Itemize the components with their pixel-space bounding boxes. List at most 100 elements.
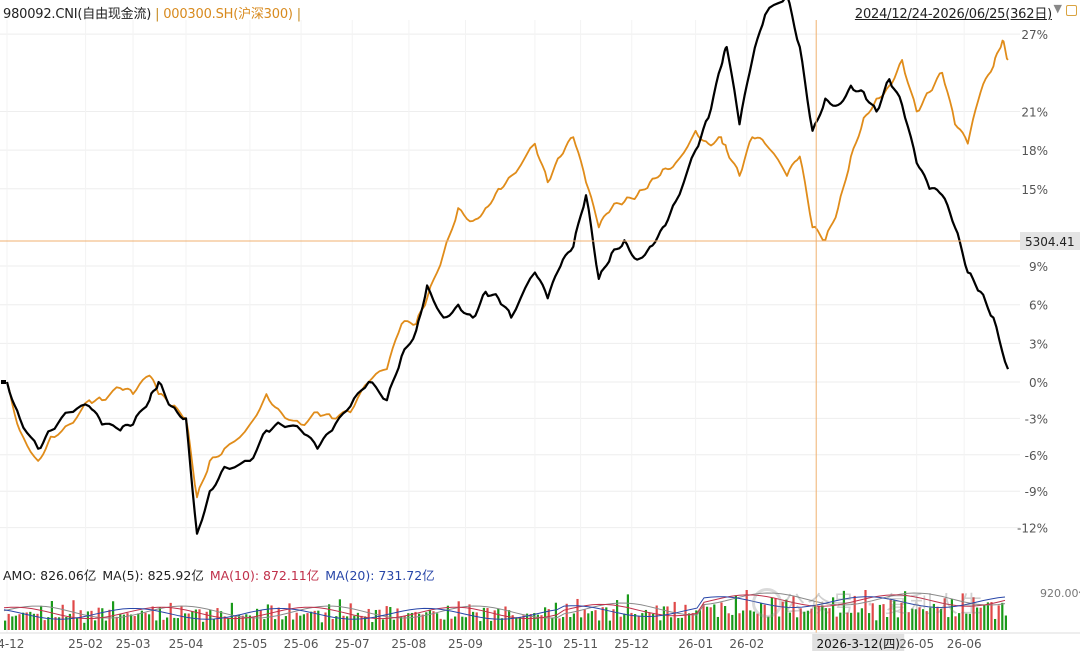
volume-bar (126, 613, 129, 630)
volume-bar (616, 600, 619, 630)
volume-bar (565, 603, 568, 630)
volume-bar (554, 602, 557, 630)
volume-bar (749, 610, 752, 630)
volume-bar (119, 614, 122, 630)
volume-bar (122, 614, 125, 630)
volume-bar (353, 615, 356, 630)
volume-bar (90, 610, 93, 630)
volume-bar (313, 610, 316, 630)
volume-bar (310, 611, 313, 630)
date-range-text[interactable]: 2024/12/24-2026/06/25(362日) (854, 7, 1052, 22)
volume-bar (601, 607, 604, 630)
volume-bar (238, 614, 241, 630)
volume-bar (11, 616, 14, 630)
x-tick-label: 25-11 (563, 637, 598, 651)
lock-icon[interactable] (1066, 5, 1077, 16)
y-tick-label: -6% (1025, 449, 1048, 463)
volume-bar (587, 613, 590, 630)
compare-index-label[interactable]: 000300.SH(沪深300) (163, 7, 293, 22)
volume-bar (328, 604, 331, 630)
volume-bar (976, 607, 979, 630)
volume-bar (382, 619, 385, 630)
y-tick-label: 18% (1021, 144, 1048, 158)
x-tick-label: 25-05 (233, 637, 268, 651)
y-tick-label: 9% (1029, 260, 1048, 274)
volume-bar (994, 618, 997, 630)
volume-bar (482, 607, 485, 630)
volume-bar (457, 601, 460, 630)
volume-bar (832, 597, 835, 630)
volume-bar (594, 610, 597, 630)
y-axis: 27% 21% 18% 15% 9% 6% 3% 0% -3% -6% -9% -12% (1017, 28, 1048, 535)
volume-bar (428, 609, 431, 630)
volume-bar (36, 613, 39, 630)
x-tick-label: 25-06 (284, 637, 319, 651)
volume-bar (785, 599, 788, 630)
volume-bar (947, 617, 950, 630)
y-tick-label: 3% (1029, 337, 1048, 351)
volume-bar (133, 615, 136, 630)
volume-bar (475, 612, 478, 630)
volume-bar (187, 613, 190, 630)
index-code[interactable]: 980092.CNI (3, 7, 78, 22)
volume-bar (486, 608, 489, 630)
volume-bar (691, 613, 694, 630)
volume-bar (634, 614, 637, 630)
caret-down-icon[interactable]: ▼ (1053, 2, 1062, 15)
index-name: (自由现金流) (77, 7, 152, 22)
volume-bar (364, 616, 367, 630)
y-tick-label: 15% (1021, 183, 1048, 197)
separator: | (296, 7, 301, 22)
volume-bar (803, 611, 806, 630)
volume-bar (940, 608, 943, 630)
volume-bar (410, 612, 413, 630)
x-tick-label: 25-09 (448, 637, 483, 651)
volume-bar (788, 612, 791, 630)
volume-bar (490, 620, 493, 630)
volume-bar (148, 614, 151, 630)
volume-bar (536, 614, 539, 630)
volume-bar (986, 602, 989, 630)
volume-bar (493, 610, 496, 630)
volume-bar (349, 603, 352, 630)
volume-bar (101, 608, 104, 630)
volume-bar (511, 615, 514, 630)
volume-bar (227, 618, 230, 630)
volume-bar (724, 606, 727, 630)
volume-bar (544, 607, 547, 630)
volume-bar (342, 615, 345, 630)
volume-bar (713, 604, 716, 630)
volume-bar (18, 614, 21, 630)
volume-bar (432, 611, 435, 630)
volume-bar (929, 607, 932, 630)
volume-bar (677, 618, 680, 630)
watermark: 公众号 · 复利人生 (782, 592, 985, 618)
volume-bar (29, 611, 32, 630)
volume-ma-line (3, 596, 1006, 620)
ma20-value: MA(20): 731.72亿 (325, 568, 435, 583)
volume-bar (140, 610, 143, 630)
volume-bar (518, 617, 521, 630)
volume-bar (670, 617, 673, 630)
volume-bar (108, 609, 111, 630)
volume-bar (425, 612, 428, 630)
volume-bar (922, 609, 925, 630)
volume-bar (868, 613, 871, 630)
volume-bar (468, 604, 471, 630)
volume-bar (169, 602, 172, 630)
volume-bar (338, 599, 341, 630)
volume-bar (842, 590, 845, 630)
volume-bar (580, 617, 583, 630)
x-tick-label: 25-07 (335, 637, 370, 651)
volume-bar (25, 612, 28, 630)
ma10-value: MA(10): 872.11亿 (209, 568, 320, 583)
y-tick-label: 21% (1021, 105, 1048, 119)
volume-bar (144, 612, 147, 630)
volume-bar (702, 603, 705, 630)
volume-bar (515, 617, 518, 630)
x-tick-label: 26-05 (899, 637, 934, 651)
volume-bar (626, 594, 629, 630)
separator: | (155, 7, 164, 22)
date-range-selector[interactable]: 2024/12/24-2026/06/25(362日) (855, 3, 1052, 22)
volume-bar (698, 609, 701, 630)
